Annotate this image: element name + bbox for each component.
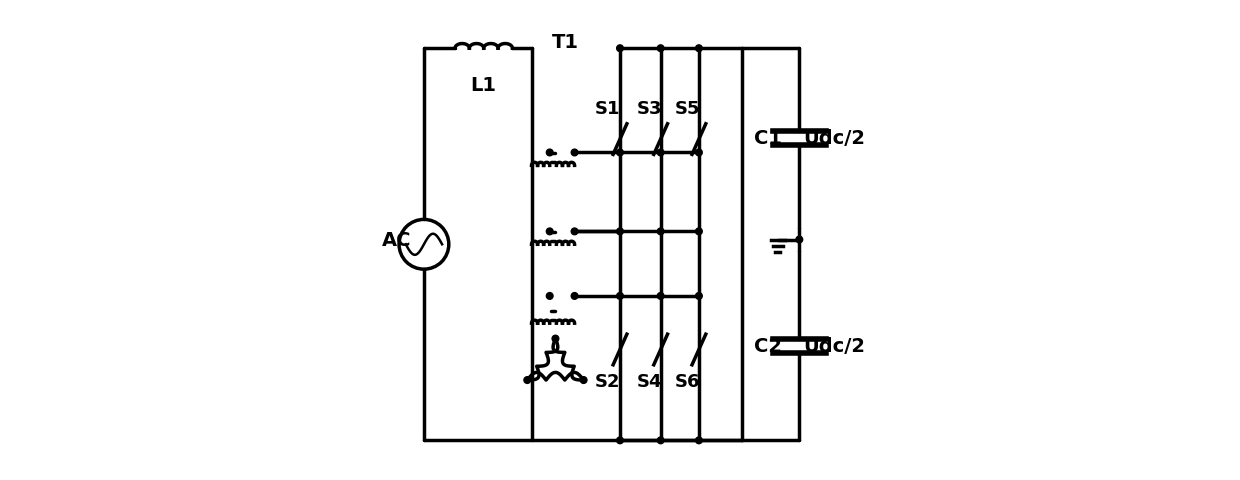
Circle shape	[796, 237, 802, 243]
Circle shape	[547, 228, 553, 235]
Text: C2: C2	[754, 336, 782, 356]
Text: S2: S2	[595, 372, 620, 390]
Circle shape	[696, 150, 702, 156]
Circle shape	[580, 377, 587, 384]
Circle shape	[696, 46, 702, 52]
Circle shape	[696, 293, 702, 300]
Text: C1: C1	[754, 129, 782, 148]
Circle shape	[572, 293, 578, 300]
Text: L1: L1	[471, 75, 497, 95]
Circle shape	[572, 228, 578, 235]
Circle shape	[657, 46, 663, 52]
Circle shape	[657, 437, 663, 444]
Circle shape	[696, 228, 702, 235]
Circle shape	[616, 228, 624, 235]
Circle shape	[525, 377, 531, 384]
Text: T1: T1	[552, 33, 579, 51]
Circle shape	[552, 336, 559, 342]
Circle shape	[547, 150, 553, 156]
Text: S4: S4	[636, 372, 662, 390]
Circle shape	[572, 150, 578, 156]
Text: S6: S6	[675, 372, 701, 390]
Text: S3: S3	[636, 100, 662, 118]
Circle shape	[616, 293, 624, 300]
Circle shape	[657, 228, 663, 235]
Circle shape	[616, 437, 624, 444]
Circle shape	[616, 150, 624, 156]
Text: S5: S5	[675, 100, 701, 118]
Circle shape	[616, 46, 624, 52]
Circle shape	[696, 437, 702, 444]
Text: Udc/2: Udc/2	[802, 129, 864, 148]
Text: AC: AC	[382, 230, 412, 250]
Text: Udc/2: Udc/2	[802, 336, 864, 356]
Text: S1: S1	[595, 100, 620, 118]
Circle shape	[657, 293, 663, 300]
Circle shape	[547, 293, 553, 300]
Circle shape	[657, 150, 663, 156]
